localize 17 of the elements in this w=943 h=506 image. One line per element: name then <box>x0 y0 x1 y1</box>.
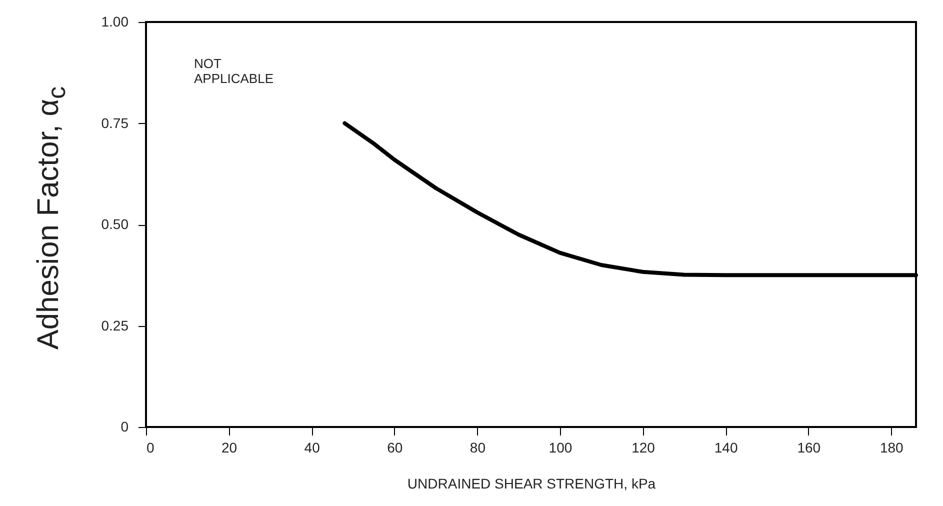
y-tick-label: 0 <box>120 418 129 434</box>
x-tick-label: 100 <box>548 440 572 456</box>
x-tick-label: 120 <box>632 440 656 456</box>
x-tick-label: 0 <box>146 440 154 456</box>
x-tick-label: 160 <box>797 440 821 456</box>
y-tick-label: 0.75 <box>101 114 129 131</box>
annotation: NOT APPLICABLE <box>194 56 274 86</box>
y-tick-label: 1.00 <box>101 14 129 30</box>
x-axis-title: UNDRAINED SHEAR STRENGTH, kPa <box>407 476 656 492</box>
x-tick-label: 180 <box>880 440 904 456</box>
x-tick-label: 20 <box>222 440 238 456</box>
y-tick-label: 0.25 <box>101 317 129 334</box>
x-tick-label: 60 <box>387 440 403 456</box>
x-tick-label: 140 <box>714 440 738 456</box>
y-tick-label: 0.50 <box>101 216 129 232</box>
x-tick-label: 40 <box>304 440 320 456</box>
x-tick-label: 80 <box>470 440 486 456</box>
